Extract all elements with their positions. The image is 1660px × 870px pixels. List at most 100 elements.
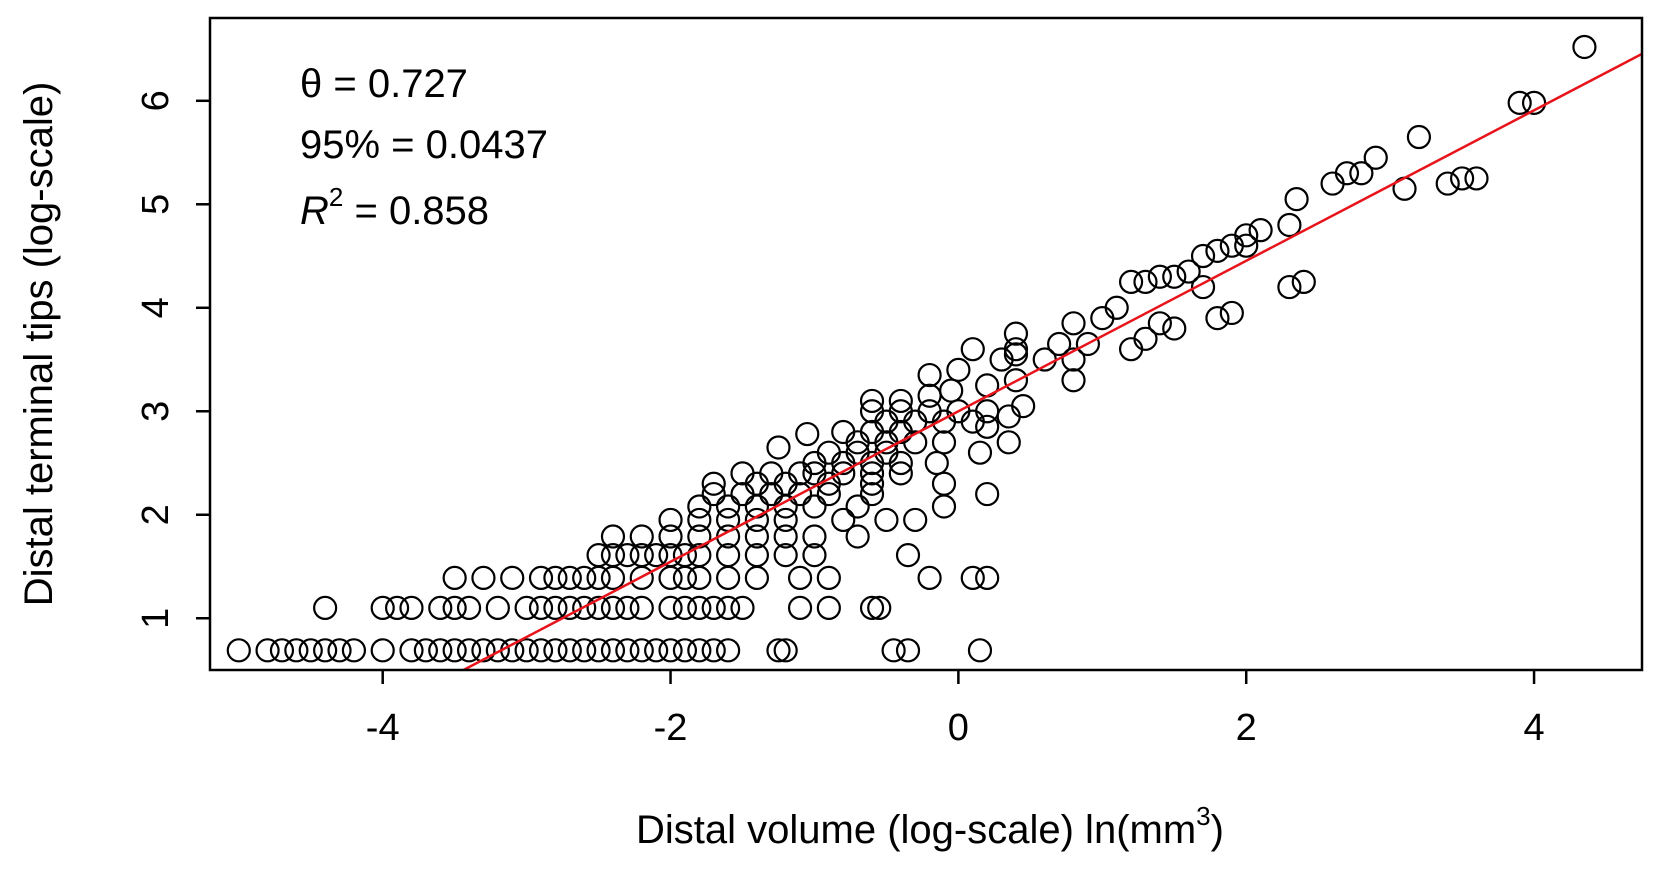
data-point: [600, 565, 626, 590]
data-point: [442, 595, 467, 621]
data-point: [802, 461, 827, 486]
data-point: [1450, 166, 1475, 191]
data-point: [1320, 171, 1345, 196]
data-point: [514, 595, 539, 621]
data-point: [456, 595, 482, 621]
data-point: [1061, 347, 1086, 372]
x-tick-label: -4: [366, 707, 400, 749]
data-point: [615, 543, 640, 568]
data-point: [672, 543, 698, 568]
data-point: [859, 388, 885, 414]
data-point: [572, 638, 597, 663]
data-point: [816, 565, 841, 590]
data-point: [1190, 274, 1216, 300]
data-point: [730, 481, 755, 507]
data-point: [1291, 269, 1316, 295]
data-point: [867, 595, 892, 621]
points-layer: [226, 34, 1597, 663]
y-tick-label: 2: [135, 504, 177, 525]
data-point: [1003, 368, 1029, 393]
data-point: [1133, 269, 1158, 295]
data-point: [773, 507, 798, 533]
data-point: [687, 638, 712, 663]
data-point: [917, 362, 942, 388]
data-point: [874, 409, 899, 434]
data-point: [1521, 90, 1547, 115]
data-point: [500, 565, 525, 590]
x-tick-label: 0: [948, 707, 969, 749]
data-point: [1162, 316, 1187, 341]
y-tick-label: 6: [135, 90, 177, 111]
data-point: [572, 595, 597, 621]
data-point: [802, 524, 827, 549]
data-point: [600, 524, 626, 549]
data-point: [845, 524, 870, 549]
data-point: [255, 638, 280, 663]
data-point: [701, 595, 726, 621]
data-point: [557, 638, 582, 663]
data-point: [787, 595, 813, 621]
data-point: [845, 494, 870, 519]
data-point: [759, 461, 784, 486]
data-point: [543, 638, 568, 663]
data-point: [1003, 337, 1029, 362]
data-point: [903, 507, 928, 533]
data-point: [859, 399, 885, 424]
data-point: [644, 638, 669, 663]
data-point: [298, 638, 323, 663]
data-point: [960, 337, 985, 362]
data-point: [831, 419, 856, 445]
data-point: [687, 543, 712, 568]
data-point: [946, 357, 971, 382]
data-point: [687, 595, 712, 621]
data-point: [1190, 243, 1216, 269]
ci-annotation: 95% = 0.0437: [300, 123, 548, 167]
data-point: [442, 638, 467, 663]
data-point: [1090, 306, 1115, 331]
data-point: [816, 481, 841, 507]
data-point: [1284, 187, 1309, 212]
data-point: [1464, 166, 1489, 191]
data-point: [917, 399, 942, 424]
data-point: [543, 565, 568, 590]
data-point: [730, 461, 755, 486]
data-point: [1003, 321, 1029, 346]
data-point: [586, 595, 611, 621]
data-point: [1162, 264, 1187, 289]
data-point: [528, 595, 554, 621]
y-tick-label: 3: [135, 401, 177, 422]
data-point: [1572, 34, 1597, 60]
data-point: [939, 378, 964, 403]
data-point: [586, 543, 611, 568]
r2-symbol: R: [300, 189, 329, 233]
data-point: [629, 638, 654, 663]
data-point: [471, 565, 496, 590]
data-point: [672, 595, 698, 621]
data-point: [629, 524, 654, 549]
data-point: [1061, 311, 1086, 336]
data-point: [658, 638, 683, 663]
regression-line: [462, 52, 1643, 672]
data-point: [284, 638, 309, 663]
data-point: [514, 638, 539, 663]
x-tick-label: 2: [1236, 707, 1257, 749]
data-point: [629, 543, 654, 568]
data-point: [1075, 331, 1101, 357]
data-point: [313, 595, 338, 621]
data-point: [931, 430, 957, 455]
data-point: [600, 595, 626, 621]
data-point: [989, 347, 1014, 372]
data-point: [485, 595, 510, 621]
data-point: [528, 638, 554, 663]
data-point: [384, 595, 410, 621]
data-point: [644, 543, 669, 568]
data-point: [996, 404, 1021, 429]
data-point: [859, 419, 885, 445]
data-point: [658, 595, 683, 621]
data-point: [370, 595, 395, 621]
data-point: [716, 565, 741, 590]
data-point: [759, 481, 784, 507]
x-tick-label: 4: [1523, 707, 1544, 749]
data-point: [1147, 264, 1172, 289]
data-point: [1219, 300, 1244, 326]
